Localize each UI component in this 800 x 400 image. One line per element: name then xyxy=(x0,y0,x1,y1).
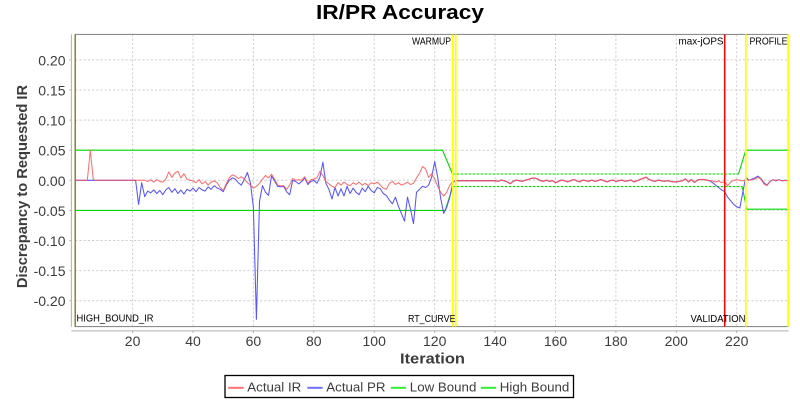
svg-text:100: 100 xyxy=(363,333,387,349)
svg-text:180: 180 xyxy=(604,333,628,349)
svg-text:RT_CURVE: RT_CURVE xyxy=(408,314,456,325)
svg-text:60: 60 xyxy=(246,333,262,349)
svg-text:-0.20: -0.20 xyxy=(34,293,66,309)
svg-text:0.15: 0.15 xyxy=(38,83,65,99)
svg-text:220: 220 xyxy=(725,333,749,349)
svg-text:120: 120 xyxy=(423,333,447,349)
svg-text:200: 200 xyxy=(665,333,689,349)
svg-text:High Bound: High Bound xyxy=(500,380,570,395)
svg-text:Actual IR: Actual IR xyxy=(247,380,301,395)
svg-text:HIGH_BOUND_IR: HIGH_BOUND_IR xyxy=(77,314,154,325)
svg-text:IR/PR Accuracy: IR/PR Accuracy xyxy=(316,2,485,24)
svg-text:0.05: 0.05 xyxy=(38,143,65,159)
svg-text:-0.10: -0.10 xyxy=(34,233,66,249)
svg-text:VALIDATION: VALIDATION xyxy=(691,314,746,325)
svg-text:160: 160 xyxy=(544,333,568,349)
svg-text:0.20: 0.20 xyxy=(38,52,65,68)
svg-text:Low Bound: Low Bound xyxy=(410,380,477,395)
svg-text:140: 140 xyxy=(483,333,507,349)
svg-text:Iteration: Iteration xyxy=(400,351,465,368)
svg-text:Discrepancy to Requested IR: Discrepancy to Requested IR xyxy=(15,84,31,288)
svg-text:40: 40 xyxy=(185,333,201,349)
svg-text:-0.15: -0.15 xyxy=(34,263,66,279)
svg-text:0.10: 0.10 xyxy=(38,113,65,129)
svg-text:20: 20 xyxy=(125,333,141,349)
svg-text:PROFILE: PROFILE xyxy=(750,37,788,48)
svg-text:WARMUP: WARMUP xyxy=(412,37,451,48)
svg-text:80: 80 xyxy=(306,333,322,349)
svg-text:max-jOPS: max-jOPS xyxy=(679,37,724,48)
svg-text:0.00: 0.00 xyxy=(38,173,65,189)
svg-text:Actual PR: Actual PR xyxy=(326,380,385,395)
svg-text:-0.05: -0.05 xyxy=(34,203,66,219)
